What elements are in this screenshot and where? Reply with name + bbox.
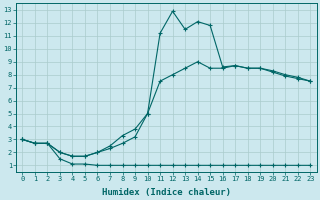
X-axis label: Humidex (Indice chaleur): Humidex (Indice chaleur) [102, 188, 231, 197]
